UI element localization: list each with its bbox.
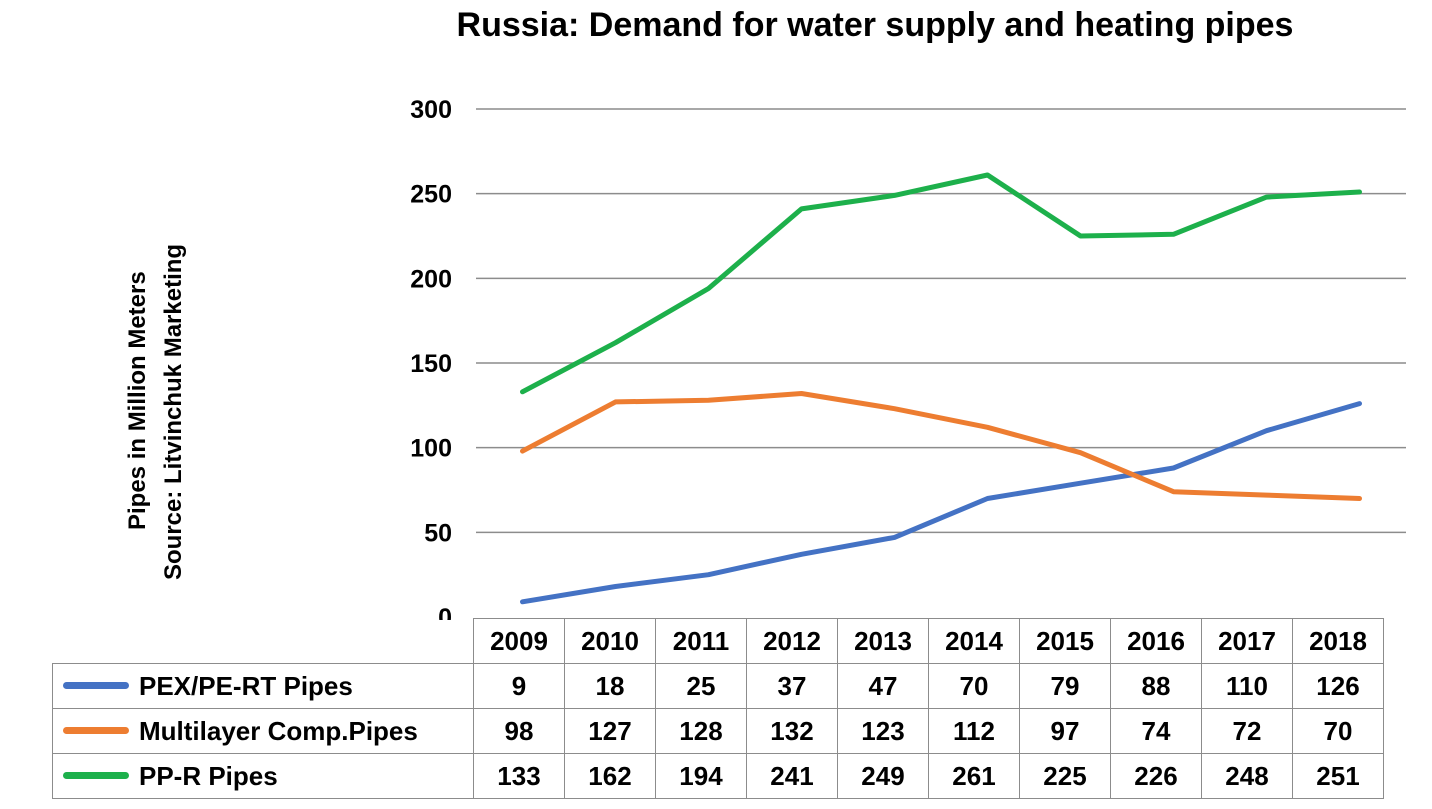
data-label: 18 bbox=[564, 663, 656, 709]
series-line-pp-r-pipes bbox=[520, 172, 1362, 395]
data-label: 226 bbox=[1110, 753, 1202, 799]
y-tick-label: 0 bbox=[438, 604, 452, 620]
data-label: 74 bbox=[1110, 708, 1202, 754]
x-tick-label: 2011 bbox=[655, 618, 747, 664]
data-label: 70 bbox=[1292, 708, 1384, 754]
legend-label: PP-R Pipes bbox=[139, 760, 278, 791]
data-label: 251 bbox=[1292, 753, 1384, 799]
x-tick-label: 2014 bbox=[928, 618, 1020, 664]
x-tick-label: 2009 bbox=[473, 618, 565, 664]
data-label: 127 bbox=[564, 708, 656, 754]
x-tick-label: 2017 bbox=[1201, 618, 1293, 664]
data-label: 79 bbox=[1019, 663, 1111, 709]
data-label: 37 bbox=[746, 663, 838, 709]
x-tick-label: 2016 bbox=[1110, 618, 1202, 664]
data-label: 72 bbox=[1201, 708, 1293, 754]
table-row: Multilayer Comp.Pipes 98 127 128 132 123 112 97… bbox=[52, 708, 1384, 754]
legend-line-key bbox=[63, 682, 129, 690]
chart-title: Russia: Demand for water supply and heat… bbox=[456, 6, 1294, 44]
y-tick-label: 200 bbox=[410, 265, 452, 293]
data-label: 25 bbox=[655, 663, 747, 709]
legend-entry: PP-R Pipes bbox=[52, 753, 474, 799]
data-label: 133 bbox=[473, 753, 565, 799]
data-label: 123 bbox=[837, 708, 929, 754]
legend-line-key bbox=[63, 727, 129, 735]
data-label: 249 bbox=[837, 753, 929, 799]
x-tick-label: 2015 bbox=[1019, 618, 1111, 664]
table-corner-cell bbox=[52, 618, 474, 664]
x-tick-label: 2010 bbox=[564, 618, 656, 664]
data-label: 132 bbox=[746, 708, 838, 754]
x-tick-label: 2018 bbox=[1292, 618, 1384, 664]
data-label: 248 bbox=[1201, 753, 1293, 799]
data-label: 110 bbox=[1201, 663, 1293, 709]
y-tick-label: 250 bbox=[410, 181, 452, 209]
legend-entry: Multilayer Comp.Pipes bbox=[52, 708, 474, 754]
line-chart: 0 50 100 150 200 250 300 bbox=[410, 96, 1406, 620]
table-header-row: 2009 2010 2011 2012 2013 2014 2015 2016 2017 2018 bbox=[52, 618, 1384, 664]
data-label: 261 bbox=[928, 753, 1020, 799]
table-row: PP-R Pipes 133 162 194 241 249 261 225 226 248 251 bbox=[52, 753, 1384, 799]
series-line-pex-pe-rt-pipes bbox=[520, 401, 1362, 605]
data-label: 241 bbox=[746, 753, 838, 799]
table-row: PEX/PE-RT Pipes 9 18 25 37 47 70 79 88 110 126 bbox=[52, 663, 1384, 709]
data-label: 128 bbox=[655, 708, 747, 754]
legend-entry: PEX/PE-RT Pipes bbox=[52, 663, 474, 709]
data-label: 126 bbox=[1292, 663, 1384, 709]
series-line-multilayer-comp-pipes bbox=[520, 391, 1362, 501]
data-label: 194 bbox=[655, 753, 747, 799]
data-label: 112 bbox=[928, 708, 1020, 754]
data-label: 47 bbox=[837, 663, 929, 709]
data-table: 2009 2010 2011 2012 2013 2014 2015 2016 2017 2018… bbox=[52, 618, 1384, 799]
data-label: 225 bbox=[1019, 753, 1111, 799]
legend-label: PEX/PE-RT Pipes bbox=[139, 670, 353, 701]
x-tick-label: 2012 bbox=[746, 618, 838, 664]
x-tick-label: 2013 bbox=[837, 618, 929, 664]
legend-line-key bbox=[63, 772, 129, 780]
legend-label: Multilayer Comp.Pipes bbox=[139, 715, 418, 746]
data-label: 98 bbox=[473, 708, 565, 754]
data-label: 70 bbox=[928, 663, 1020, 709]
y-tick-label: 100 bbox=[410, 435, 452, 463]
data-label: 9 bbox=[473, 663, 565, 709]
y-tick-label: 150 bbox=[410, 350, 452, 378]
y-tick-label: 300 bbox=[410, 96, 452, 124]
data-label: 88 bbox=[1110, 663, 1202, 709]
data-label: 97 bbox=[1019, 708, 1111, 754]
data-label: 162 bbox=[564, 753, 656, 799]
y-tick-label: 50 bbox=[424, 519, 452, 547]
